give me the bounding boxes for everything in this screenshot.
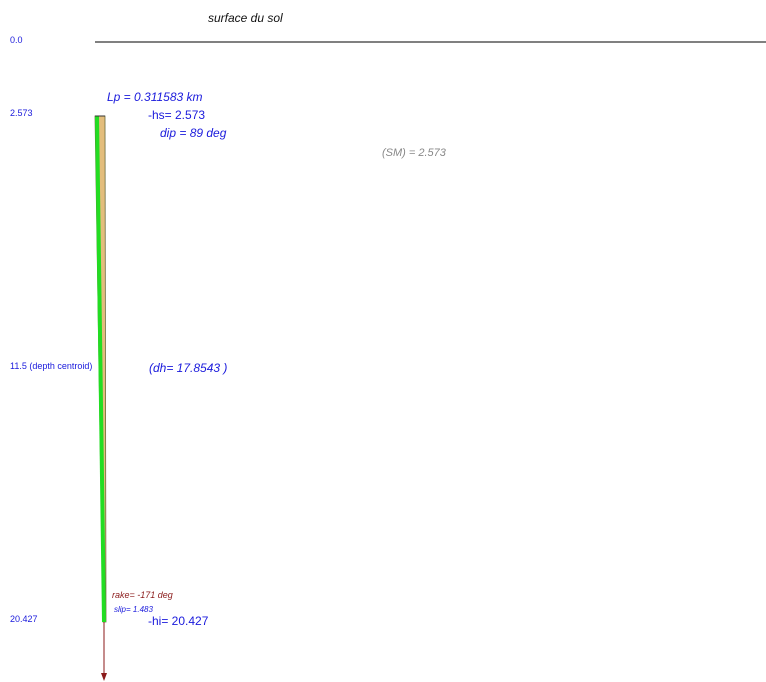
hs-label: -hs= 2.573 <box>148 108 206 122</box>
surface-label: surface du sol <box>208 11 283 25</box>
fault-trace-line <box>95 115 106 623</box>
dh-label: (dh= 17.8543 ) <box>149 361 228 375</box>
depth-label-hs: 2.573 <box>10 108 33 118</box>
depth-label-hi: 20.427 <box>10 614 38 624</box>
slip-label: slip= 1.483 <box>114 605 153 614</box>
dip-label: dip = 89 deg <box>160 126 227 140</box>
depth-label-centroid: 11.5 (depth centroid) <box>10 361 93 371</box>
lp-label: Lp = 0.311583 km <box>107 90 203 104</box>
depth-label-top: 0.0 <box>10 35 23 45</box>
hi-label: -hi= 20.427 <box>148 614 209 628</box>
rake-label: rake= -171 deg <box>112 590 173 600</box>
slip-vector-arrowhead <box>101 673 107 681</box>
sm-label: (SM) = 2.573 <box>382 147 446 159</box>
